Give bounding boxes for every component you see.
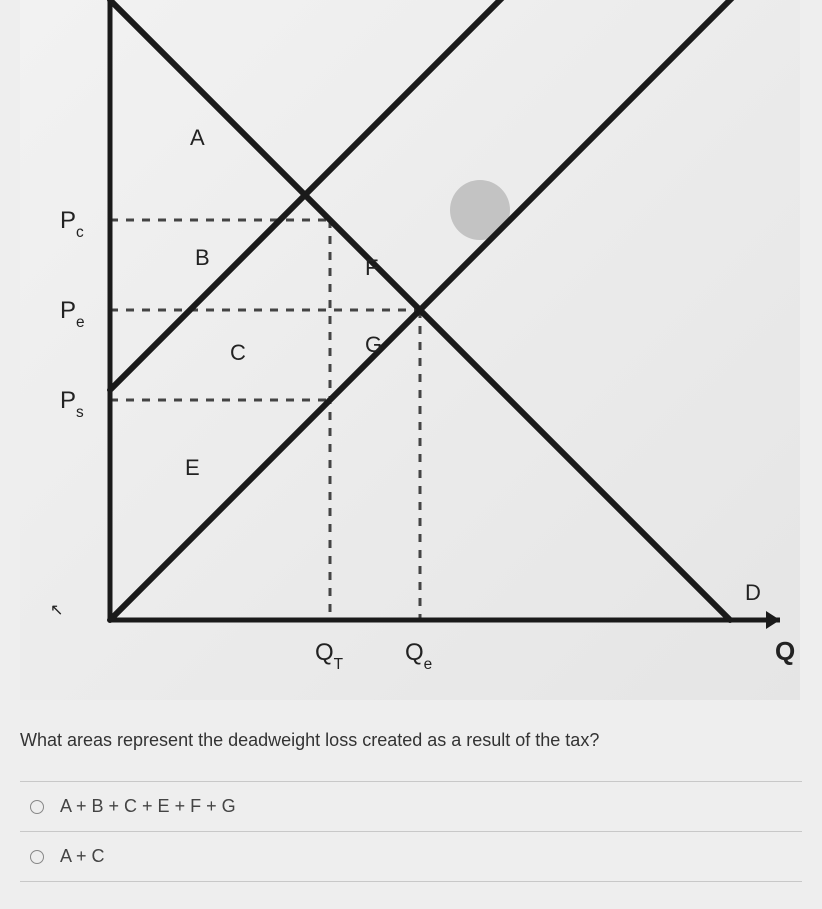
- option-1[interactable]: A + C: [20, 831, 802, 882]
- option-0[interactable]: A + B + C + E + F + G: [20, 781, 802, 831]
- svg-text:A: A: [190, 125, 205, 150]
- radio-icon: [30, 850, 44, 864]
- svg-text:D: D: [745, 580, 761, 605]
- question-text: What areas represent the deadweight loss…: [20, 730, 802, 751]
- supply-demand-chart: ABCEFGDPcPePsQTQeQ ↖: [20, 0, 800, 700]
- svg-text:QT: QT: [315, 639, 344, 673]
- svg-text:C: C: [230, 340, 246, 365]
- svg-text:Pc: Pc: [60, 207, 84, 241]
- question-block: What areas represent the deadweight loss…: [0, 700, 822, 902]
- svg-text:E: E: [185, 455, 200, 480]
- svg-text:Qe: Qe: [405, 639, 432, 673]
- svg-text:Pe: Pe: [60, 297, 85, 331]
- svg-text:G: G: [365, 332, 382, 357]
- svg-text:F: F: [365, 255, 378, 280]
- radio-icon: [30, 800, 44, 814]
- svg-text:B: B: [195, 245, 210, 270]
- quiz-container: ABCEFGDPcPePsQTQeQ ↖ What areas represen…: [0, 0, 822, 909]
- options-list: A + B + C + E + F + G A + C: [20, 781, 802, 882]
- option-label: A + B + C + E + F + G: [60, 796, 236, 817]
- svg-text:Q: Q: [775, 636, 795, 666]
- svg-text:Ps: Ps: [60, 387, 84, 421]
- option-label: A + C: [60, 846, 105, 867]
